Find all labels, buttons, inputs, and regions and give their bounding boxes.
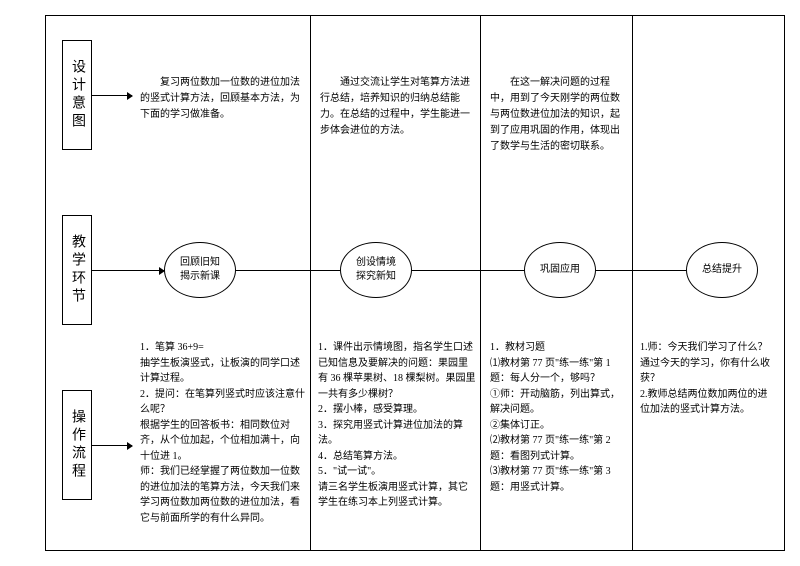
- operation-flow-col1: 1．笔算 36+9= 抽学生板演竖式，让板演的同学口述计算过程。 2．提问：在笔…: [140, 340, 306, 526]
- teaching-stage-2: 创设情境探究新知: [340, 242, 412, 298]
- row-label-design: 设计意图: [62, 40, 92, 150]
- operation-flow-col4: 1.师：今天我们学习了什么？通过今天的学习，你有什么收获？ 2.教师总结两位数加…: [640, 340, 776, 418]
- teaching-stage-3: 巩固应用: [524, 242, 596, 298]
- stage-label: 回顾旧知: [180, 256, 220, 270]
- operation-flow-col3: 1．教材习题 ⑴教材第 77 页"练一练"第 1 题：每人分一个，够吗？ ①师：…: [490, 340, 628, 495]
- flow-connector-3: [412, 270, 524, 271]
- column-separator: [480, 15, 481, 551]
- design-intent-col3: 在这一解决问题的过程中，用到了今天刚学的两位数与两位数进位加法的知识，起到了应用…: [490, 75, 626, 155]
- stage-label: 揭示新课: [180, 270, 220, 284]
- label-connector-1: [92, 95, 132, 96]
- column-separator: [632, 15, 633, 551]
- flow-connector-2: [236, 270, 340, 271]
- stage-label: 探究新知: [356, 270, 396, 284]
- stage-label: 巩固应用: [540, 263, 580, 277]
- teaching-stage-1: 回顾旧知揭示新课: [164, 242, 236, 298]
- label-connector-2: [92, 445, 132, 446]
- operation-flow-col2: 1．课件出示情境图，指名学生口述已知信息及要解决的问题：果园里有 36 棵苹果树…: [318, 340, 476, 511]
- stage-label: 总结提升: [702, 263, 742, 277]
- stage-label: 创设情境: [356, 256, 396, 270]
- flow-connector-1: [92, 270, 164, 271]
- teaching-stage-4: 总结提升: [686, 242, 758, 298]
- row-label-teach: 教学环节: [62, 215, 92, 325]
- row-label-oper: 操作流程: [62, 390, 92, 500]
- flow-connector-4: [596, 270, 686, 271]
- design-intent-col2: 通过交流让学生对笔算方法进行总结，培养知识的归纳总结能力。在总结的过程中，学生能…: [320, 75, 470, 139]
- design-intent-col1: 复习两位数加一位数的进位加法的竖式计算方法，回顾基本方法，为下面的学习做准备。: [140, 75, 300, 123]
- column-separator: [310, 15, 311, 551]
